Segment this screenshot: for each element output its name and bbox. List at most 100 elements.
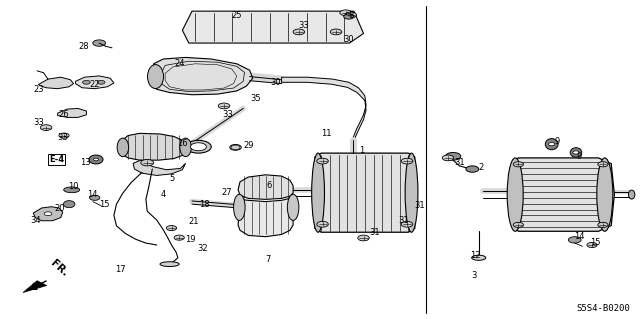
Ellipse shape [160, 262, 179, 267]
Polygon shape [76, 76, 114, 89]
Circle shape [44, 212, 52, 216]
Polygon shape [33, 207, 63, 221]
Ellipse shape [472, 255, 486, 260]
Text: 21: 21 [188, 217, 198, 226]
Text: 11: 11 [321, 130, 332, 138]
Ellipse shape [89, 155, 103, 164]
Circle shape [442, 155, 454, 161]
Text: 8: 8 [348, 11, 353, 20]
Circle shape [598, 222, 608, 227]
Circle shape [401, 158, 413, 164]
Text: 15: 15 [590, 238, 600, 247]
Circle shape [218, 103, 230, 109]
Ellipse shape [64, 187, 80, 193]
Text: 23: 23 [33, 85, 44, 94]
Text: 16: 16 [177, 139, 188, 148]
Ellipse shape [186, 140, 211, 153]
Circle shape [445, 152, 461, 160]
Text: 9: 9 [554, 137, 559, 146]
Polygon shape [238, 175, 293, 199]
Text: 12: 12 [470, 251, 481, 260]
Circle shape [587, 242, 597, 248]
Polygon shape [133, 160, 186, 175]
Text: 5: 5 [169, 174, 174, 183]
Circle shape [40, 125, 52, 130]
Circle shape [90, 195, 100, 200]
Ellipse shape [570, 148, 582, 157]
Text: 33: 33 [222, 110, 232, 119]
Text: 31: 31 [369, 228, 380, 237]
Text: 33: 33 [58, 133, 68, 142]
Text: E-4: E-4 [49, 155, 64, 164]
Circle shape [174, 235, 184, 240]
Text: 4: 4 [161, 190, 166, 199]
Circle shape [83, 80, 90, 84]
Circle shape [513, 162, 524, 167]
Text: 33: 33 [33, 118, 44, 127]
Text: 14: 14 [88, 190, 98, 199]
Ellipse shape [230, 145, 241, 150]
Polygon shape [23, 281, 47, 293]
Circle shape [344, 14, 354, 19]
Polygon shape [509, 158, 614, 231]
Text: 6: 6 [266, 181, 271, 189]
Text: 1: 1 [359, 146, 364, 155]
Ellipse shape [545, 138, 558, 150]
Text: 28: 28 [79, 42, 89, 51]
Text: 26: 26 [59, 110, 69, 119]
Ellipse shape [508, 158, 524, 231]
Text: 7: 7 [265, 256, 270, 264]
Text: 13: 13 [80, 158, 90, 167]
Text: 27: 27 [222, 189, 232, 197]
Circle shape [166, 226, 177, 231]
Text: 33: 33 [299, 21, 309, 30]
Ellipse shape [180, 138, 191, 157]
Circle shape [548, 143, 555, 146]
Ellipse shape [628, 190, 635, 199]
Polygon shape [315, 153, 415, 232]
Circle shape [97, 80, 105, 84]
Circle shape [466, 166, 479, 172]
Text: 17: 17 [115, 265, 125, 274]
Text: 31: 31 [414, 201, 424, 210]
Circle shape [345, 12, 356, 18]
Circle shape [513, 222, 524, 227]
Ellipse shape [234, 194, 245, 220]
Circle shape [340, 10, 351, 16]
Circle shape [401, 221, 413, 227]
Polygon shape [182, 11, 364, 43]
FancyArrowPatch shape [29, 281, 46, 289]
Text: 25: 25 [232, 11, 242, 20]
Polygon shape [38, 77, 74, 89]
Text: 34: 34 [30, 216, 40, 225]
Polygon shape [282, 77, 366, 142]
Text: 19: 19 [186, 235, 196, 244]
Text: 3: 3 [471, 271, 476, 280]
Text: 30: 30 [270, 78, 280, 87]
Text: 15: 15 [99, 200, 109, 209]
Polygon shape [120, 133, 187, 160]
Text: 9: 9 [577, 152, 582, 161]
Text: 29: 29 [243, 141, 253, 150]
Circle shape [93, 158, 99, 161]
Text: 14: 14 [574, 232, 584, 241]
Text: S5S4-B0200: S5S4-B0200 [577, 304, 630, 313]
Text: 32: 32 [197, 244, 207, 253]
Circle shape [317, 221, 328, 227]
Polygon shape [58, 108, 86, 117]
Circle shape [317, 158, 328, 164]
Circle shape [573, 151, 579, 154]
Polygon shape [238, 195, 293, 237]
Circle shape [231, 145, 240, 150]
Ellipse shape [596, 158, 613, 231]
Circle shape [598, 162, 608, 167]
Circle shape [59, 133, 69, 138]
Ellipse shape [405, 153, 418, 232]
Ellipse shape [312, 153, 324, 232]
Ellipse shape [117, 138, 129, 157]
Text: 31: 31 [398, 216, 408, 225]
Text: 2: 2 [479, 163, 484, 172]
Circle shape [358, 235, 369, 241]
Text: 30: 30 [344, 35, 354, 44]
Text: FR.: FR. [49, 258, 70, 278]
